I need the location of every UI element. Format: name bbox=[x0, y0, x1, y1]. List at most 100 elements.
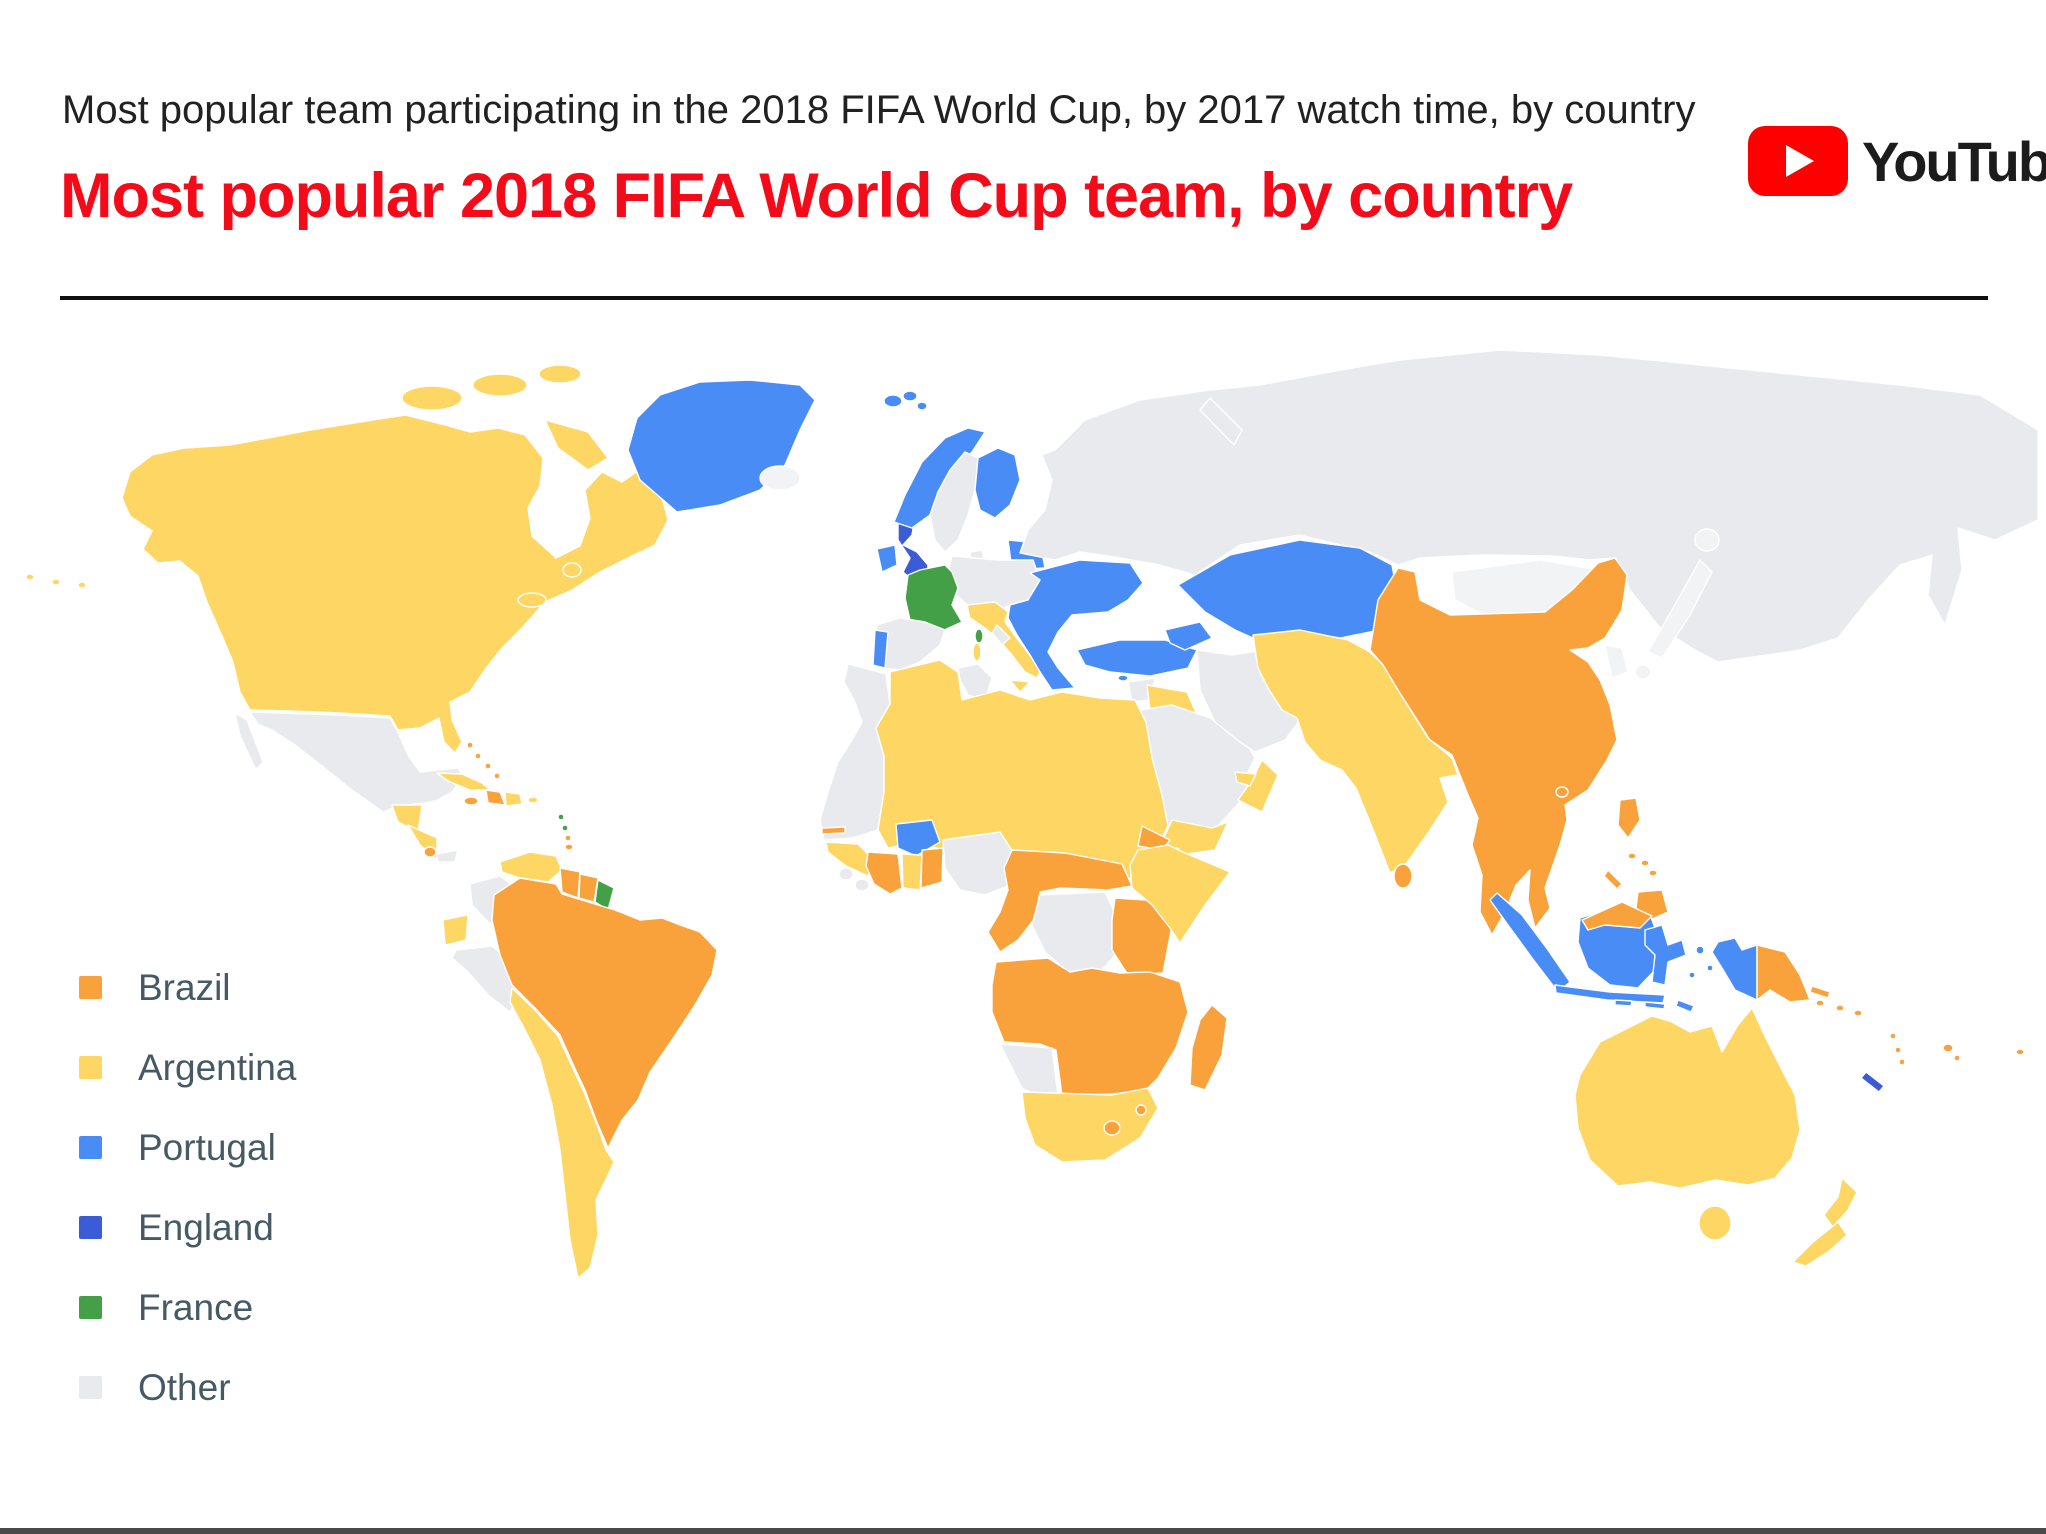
region-palawan bbox=[1603, 869, 1623, 890]
region-papua-new-guinea bbox=[1756, 944, 1811, 1003]
region-canada-usa bbox=[121, 414, 669, 754]
region-indonesia-moluccas bbox=[1688, 971, 1696, 979]
region-hainan bbox=[1555, 786, 1569, 798]
region-ecuador bbox=[442, 914, 469, 946]
region-fiji bbox=[1942, 1043, 1954, 1053]
region-philippines-luzon bbox=[1617, 797, 1641, 839]
region-uae bbox=[1234, 771, 1257, 787]
region-mexico bbox=[249, 711, 464, 813]
region-indonesia-moluccas bbox=[1706, 964, 1714, 972]
legend-label-argentina: Argentina bbox=[138, 1046, 297, 1088]
region-haiti bbox=[485, 789, 506, 806]
region-baffin-island bbox=[544, 419, 609, 471]
region-sierra-leone bbox=[838, 867, 854, 881]
legend-item-england: England bbox=[79, 1206, 296, 1249]
region-new-zealand-south bbox=[1792, 1221, 1848, 1267]
legend-swatch-portugal bbox=[79, 1136, 102, 1159]
region-norway bbox=[893, 427, 986, 529]
region-suriname bbox=[578, 873, 599, 903]
region-malaysia-borneo bbox=[1581, 901, 1653, 931]
region-japan bbox=[1694, 528, 1720, 552]
region-aleutian-islands bbox=[51, 578, 61, 586]
region-madagascar bbox=[1189, 1004, 1228, 1091]
region-bahamas bbox=[474, 752, 482, 760]
header-divider bbox=[60, 296, 1988, 300]
region-caucasus bbox=[1164, 621, 1213, 651]
legend-item-brazil: Brazil bbox=[79, 966, 296, 1009]
region-brazil bbox=[491, 877, 718, 1149]
region-baja-california bbox=[234, 712, 264, 771]
chart-subtitle: Most popular team participating in the 2… bbox=[62, 88, 1696, 132]
region-portugal bbox=[872, 629, 889, 669]
region-aleutian-islands bbox=[77, 581, 87, 589]
region-vanuatu bbox=[1898, 1058, 1906, 1066]
region-aleutian-islands bbox=[25, 573, 35, 581]
region-tasmania bbox=[1698, 1205, 1732, 1241]
region-solomon-islands bbox=[1835, 1004, 1845, 1012]
region-svalbard bbox=[902, 390, 918, 402]
legend-label-other: Other bbox=[138, 1366, 231, 1408]
region-bahamas bbox=[466, 741, 474, 749]
region-northwest-africa bbox=[819, 663, 891, 841]
region-corsica bbox=[974, 628, 984, 644]
legend-item-other: Other bbox=[79, 1366, 296, 1409]
region-togo-benin bbox=[920, 847, 944, 889]
youtube-play-icon bbox=[1748, 126, 1848, 196]
region-cyprus bbox=[1117, 674, 1129, 682]
region-indonesia-sulawesi bbox=[1644, 924, 1687, 986]
region-eswatini bbox=[1135, 1104, 1147, 1116]
region-australia bbox=[1574, 1007, 1801, 1189]
region-new-zealand-north bbox=[1823, 1177, 1858, 1228]
legend-swatch-argentina bbox=[79, 1056, 102, 1079]
region-bahamas bbox=[493, 772, 501, 780]
region-guadeloupe-martinique bbox=[557, 813, 565, 821]
region-nigeria bbox=[942, 831, 1016, 896]
legend-label-brazil: Brazil bbox=[138, 966, 231, 1008]
region-jamaica bbox=[463, 796, 479, 806]
region-fiji bbox=[1953, 1054, 1961, 1062]
region-indonesia-java bbox=[1554, 984, 1666, 1004]
region-ghana bbox=[901, 853, 923, 891]
region-namibia bbox=[999, 1043, 1059, 1099]
region-ireland bbox=[876, 544, 898, 573]
region-newfoundland bbox=[562, 562, 582, 578]
region-horn-of-africa bbox=[1129, 844, 1231, 944]
region-costa-rica bbox=[423, 846, 437, 858]
region-panama bbox=[435, 849, 459, 863]
legend-item-portugal: Portugal bbox=[79, 1126, 296, 1169]
region-vanuatu bbox=[1889, 1032, 1897, 1040]
region-indonesia-timor bbox=[1675, 999, 1695, 1013]
region-new-caledonia bbox=[1860, 1071, 1885, 1093]
region-france bbox=[904, 564, 963, 637]
region-ivory-coast bbox=[865, 851, 903, 895]
region-guyana bbox=[559, 867, 581, 899]
region-sri-lanka bbox=[1393, 863, 1413, 889]
legend-label-england: England bbox=[138, 1206, 274, 1248]
region-lesotho bbox=[1103, 1120, 1121, 1136]
legend-swatch-other bbox=[79, 1376, 102, 1399]
region-iceland bbox=[759, 465, 801, 491]
region-finland bbox=[974, 447, 1021, 519]
legend-swatch-france bbox=[79, 1296, 102, 1319]
region-japan bbox=[1634, 664, 1652, 680]
region-solomon-islands bbox=[1815, 999, 1825, 1007]
region-nova-scotia bbox=[517, 592, 547, 608]
region-arctic-islands bbox=[472, 373, 528, 397]
region-korea bbox=[1604, 644, 1629, 679]
region-indonesia-west-papua bbox=[1711, 937, 1758, 1001]
legend-label-portugal: Portugal bbox=[138, 1126, 276, 1168]
legend-swatch-england bbox=[79, 1216, 102, 1239]
region-dominican-republic bbox=[504, 791, 523, 807]
region-arctic-islands bbox=[538, 364, 582, 384]
region-guadeloupe-martinique bbox=[561, 824, 569, 832]
region-indonesia-lesser-sunda bbox=[1644, 1001, 1666, 1010]
region-greenland bbox=[627, 379, 816, 513]
chart-title: Most popular 2018 FIFA World Cup team, b… bbox=[60, 161, 1573, 231]
youtube-logo: YouTube bbox=[1748, 126, 2046, 196]
region-indonesia-lesser-sunda bbox=[1614, 999, 1633, 1007]
region-russia bbox=[1019, 349, 2039, 663]
region-philippines-visayas bbox=[1648, 869, 1658, 877]
region-lesser-antilles bbox=[564, 834, 572, 842]
region-arctic-islands bbox=[401, 385, 463, 411]
region-sicily bbox=[1009, 679, 1031, 693]
